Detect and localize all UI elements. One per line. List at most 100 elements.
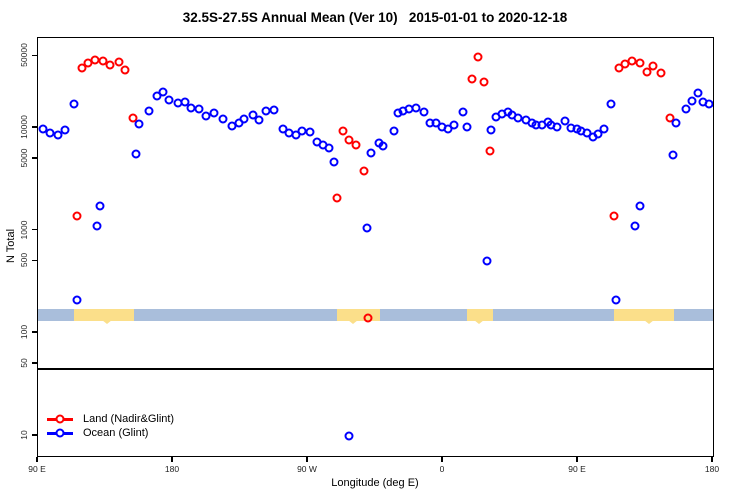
land-strip-segment [614, 309, 674, 321]
y-tick-label: 10 [19, 430, 29, 440]
legend: Land (Nadir&Glint) Ocean (Glint) [47, 412, 174, 440]
x-tick-mark [171, 456, 173, 462]
ocean-data-point [227, 121, 236, 131]
y-tick-mark [32, 434, 37, 436]
ocean-data-point [60, 125, 70, 135]
ocean-data-point [635, 201, 644, 211]
y-tick-label: 1000 [19, 220, 29, 240]
ocean-data-point [671, 118, 680, 128]
land-strip-segment [336, 309, 380, 321]
land-strip-bump [474, 319, 484, 324]
ocean-legend-marker-icon [47, 428, 73, 438]
land-strip-segment [467, 309, 493, 321]
x-axis-title: Longitude (deg E) [331, 477, 419, 489]
land-data-point [128, 113, 137, 123]
y-tick-label: 500 [19, 253, 29, 268]
ocean-data-point [254, 115, 263, 125]
ocean-data-point [362, 223, 371, 233]
land-data-point [665, 113, 674, 123]
land-data-point [332, 193, 341, 203]
land-data-point [363, 313, 373, 323]
x-tick-label: 90 E [28, 464, 46, 474]
x-tick-label: 90 E [568, 464, 586, 474]
x-tick-mark [711, 456, 713, 462]
land-data-point [485, 146, 494, 156]
ocean-data-point [693, 88, 703, 98]
ocean-data-point [443, 124, 452, 134]
y-tick-label: 10000 [19, 115, 29, 139]
ocean-data-point [218, 114, 227, 124]
x-tick-mark [306, 456, 308, 462]
ocean-data-point [344, 431, 353, 441]
y-tick-label: 100 [19, 325, 29, 340]
land-data-point [614, 63, 623, 73]
ocean-data-point [305, 127, 314, 137]
ocean-data-point [95, 201, 104, 211]
ocean-data-point [704, 99, 713, 109]
ocean-data-point [134, 119, 143, 129]
ocean-data-point [209, 108, 218, 118]
chart-title: 32.5S-27.5S Annual Mean (Ver 10) 2015-01… [182, 10, 568, 25]
x-tick-label: 180 [704, 464, 720, 474]
ocean-data-point [482, 256, 491, 266]
y-tick-mark [32, 126, 37, 128]
ocean-data-point [681, 104, 691, 114]
land-data-point [338, 126, 347, 136]
land-data-point [479, 77, 488, 87]
land-strip-segment [74, 309, 134, 321]
land-data-point [120, 65, 130, 75]
ocean-data-point [180, 97, 190, 107]
x-tick-label: 90 W [297, 464, 317, 474]
ocean-data-point [248, 110, 257, 120]
legend-entry-land: Land (Nadir&Glint) [47, 412, 174, 426]
ocean-data-point [164, 95, 173, 105]
land-data-point [648, 61, 658, 71]
ocean-data-point [329, 157, 338, 167]
land-data-point [344, 135, 353, 145]
y-tick-label: 50 [19, 358, 29, 368]
land-data-point [114, 57, 124, 67]
x-tick-mark [441, 456, 443, 462]
y-axis-title: N Total [5, 228, 17, 264]
ocean-data-point [593, 129, 602, 139]
land-strip-bump [643, 319, 654, 324]
ocean-data-point [158, 87, 167, 97]
land-data-point [72, 211, 82, 221]
plot-area [37, 37, 714, 457]
land-data-point [77, 63, 86, 73]
ocean-data-point [687, 96, 697, 106]
y-tick-mark [32, 331, 37, 333]
land-data-point [656, 68, 665, 78]
y-tick-mark [32, 54, 37, 57]
ocean-data-point [378, 141, 388, 151]
land-data-point [359, 166, 368, 176]
land-legend-marker-icon [47, 414, 73, 424]
ocean-data-point [239, 114, 248, 124]
y-tick-label: 50000 [19, 43, 29, 68]
ocean-data-point [92, 221, 101, 231]
ocean-data-point [324, 143, 334, 153]
ocean-data-point [194, 104, 203, 114]
ocean-data-point [366, 148, 376, 158]
ocean-data-point [630, 221, 640, 231]
land-data-point [609, 211, 619, 221]
x-tick-mark [36, 456, 38, 462]
ocean-data-point [72, 295, 82, 305]
y-tick-mark [32, 362, 37, 364]
land-data-point [642, 67, 652, 77]
reference-line [38, 368, 713, 370]
y-tick-mark [32, 228, 37, 231]
ocean-data-point [458, 107, 467, 117]
ocean-data-point [606, 99, 616, 109]
ocean-data-point [486, 125, 496, 135]
ocean-data-point [560, 116, 569, 126]
ocean-data-point [389, 126, 398, 136]
ocean-data-point [462, 122, 472, 132]
land-data-point [473, 52, 482, 62]
ocean-data-point [144, 106, 154, 115]
land-data-point [467, 74, 476, 84]
x-tick-label: 180 [164, 464, 180, 474]
land-strip-bump [102, 319, 112, 324]
ocean-data-point [668, 150, 677, 160]
x-tick-mark [576, 456, 578, 462]
